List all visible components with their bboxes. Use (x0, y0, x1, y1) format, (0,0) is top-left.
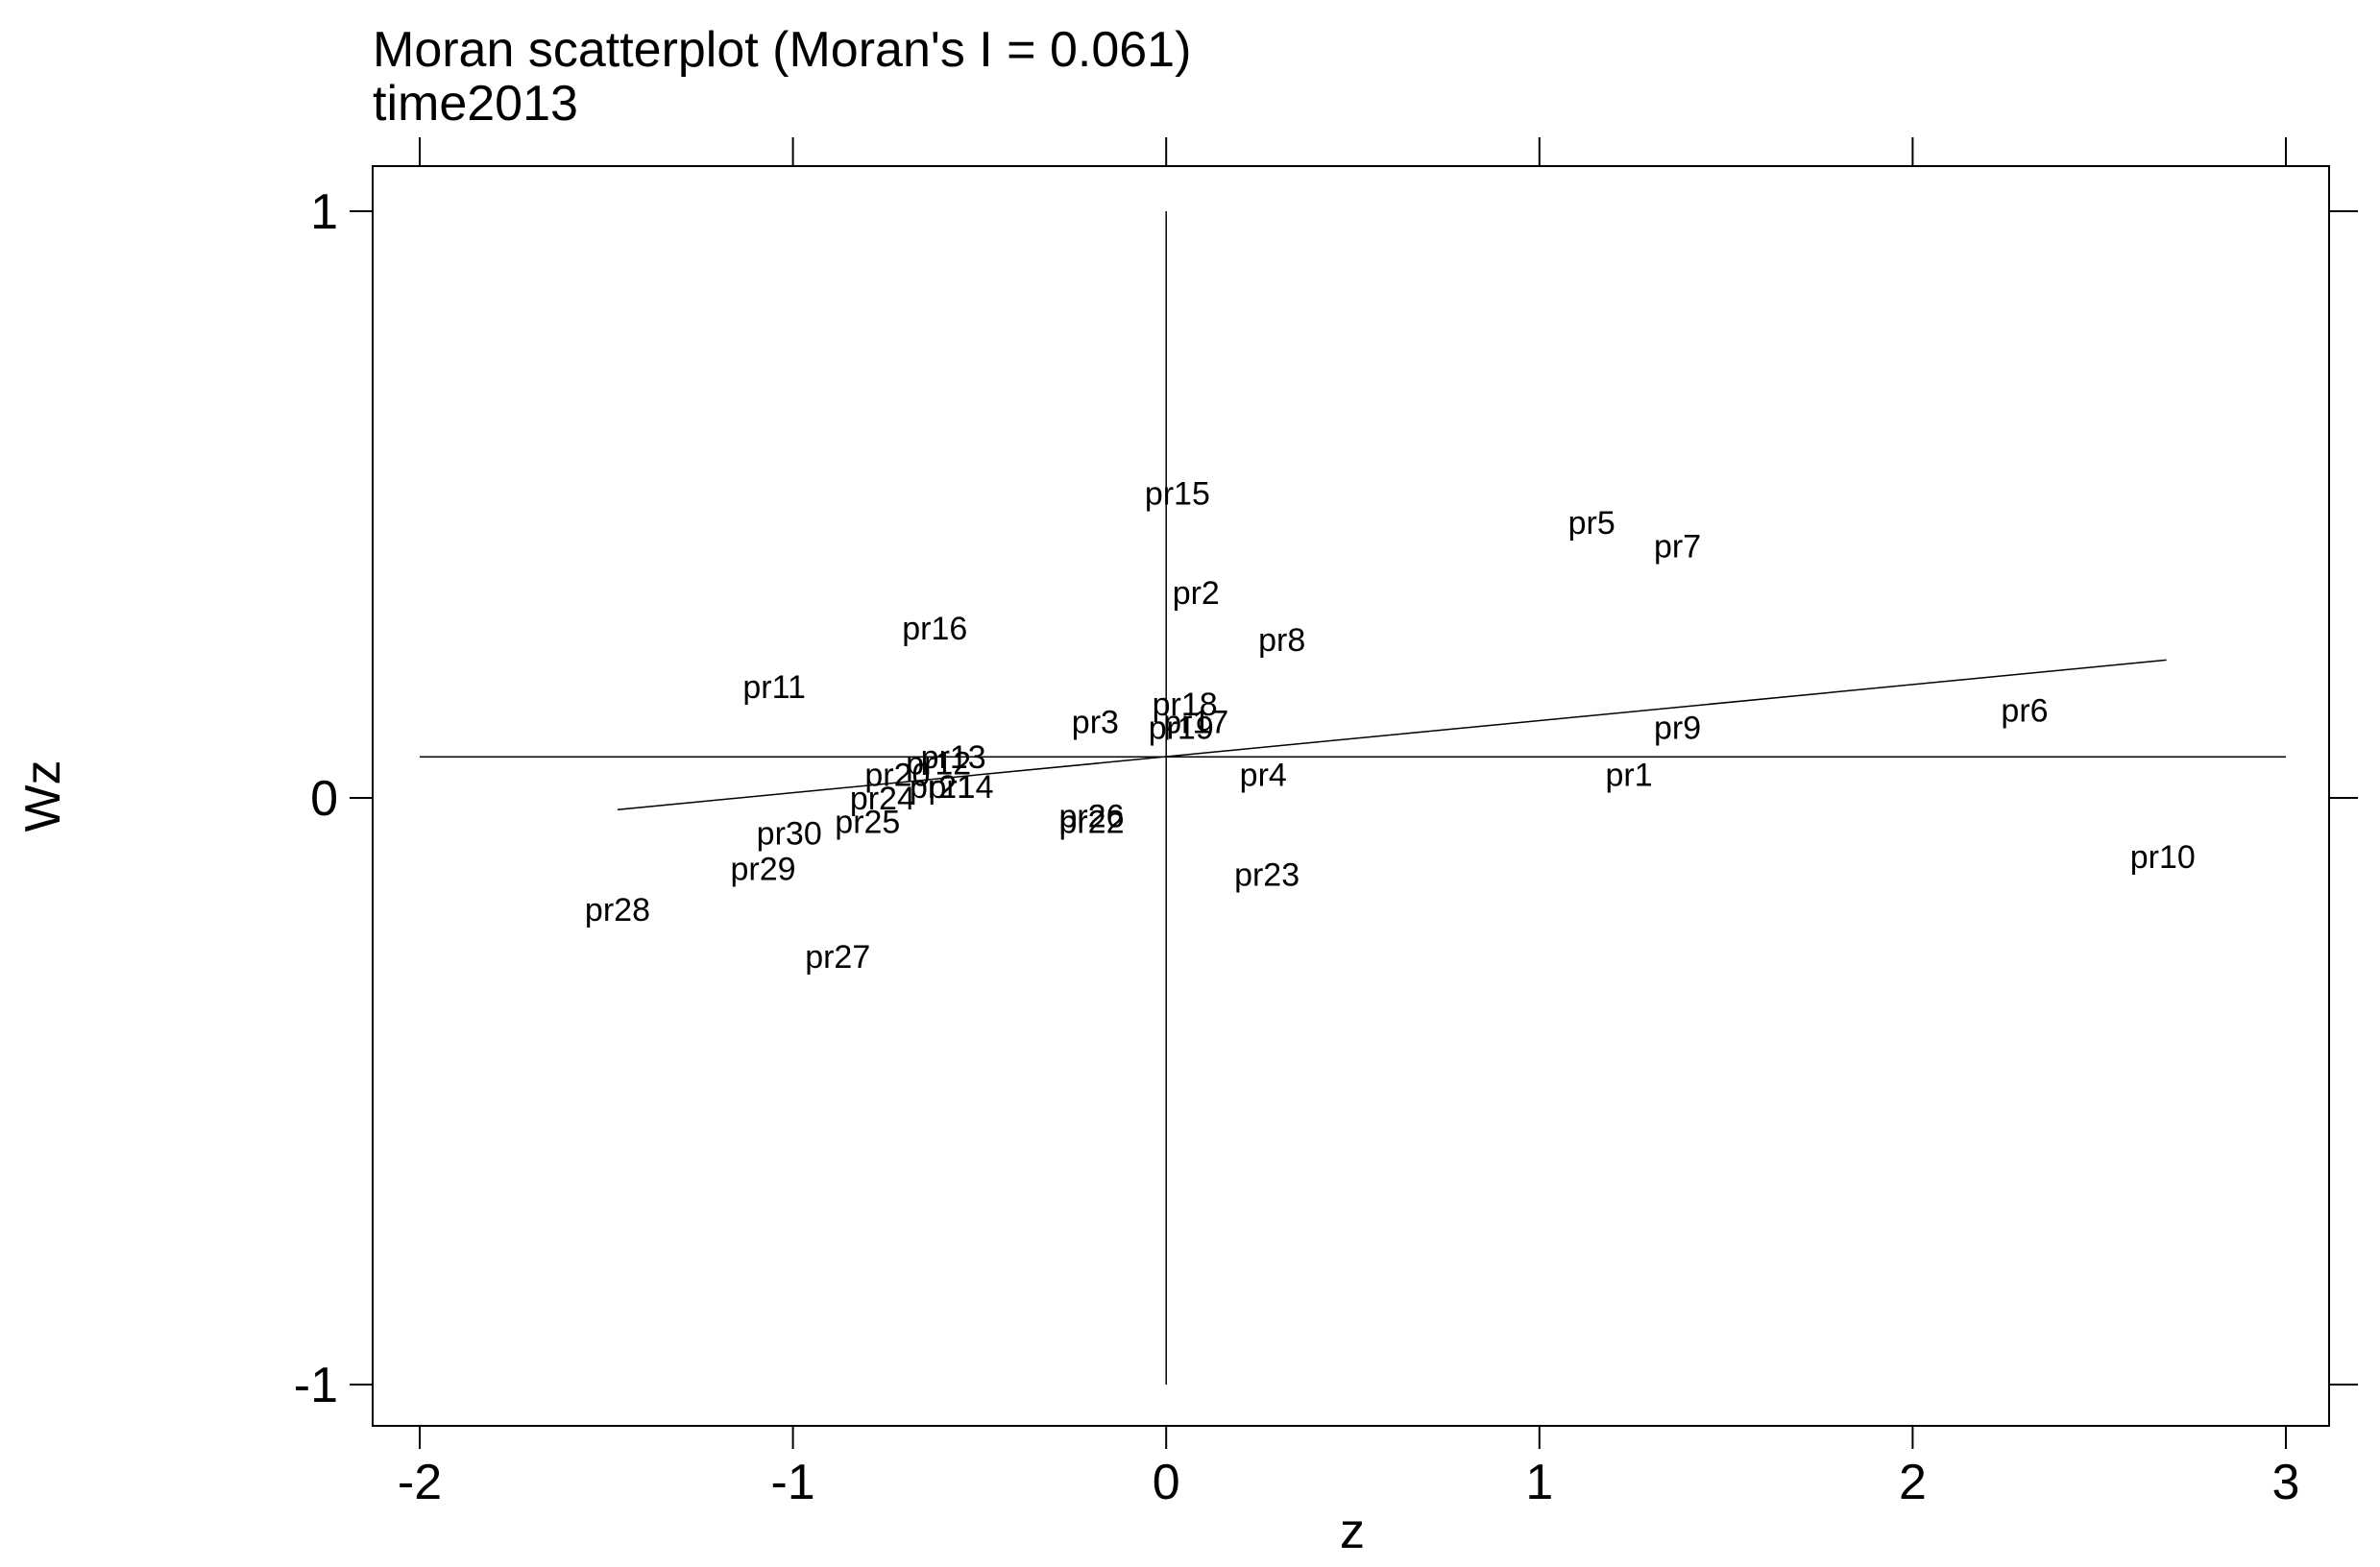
point-label-pr12: pr12 (906, 745, 971, 782)
point-label-pr30: pr30 (757, 816, 822, 853)
point-label-pr28: pr28 (585, 892, 650, 928)
plot-frame (372, 165, 2330, 1427)
point-label-pr11: pr11 (742, 669, 806, 706)
reference-lines (420, 211, 2286, 1385)
axes-layer: -2 -1 0 1 2 3 -1 0 1 (294, 137, 2358, 1510)
point-label-pr29: pr29 (730, 851, 795, 887)
y-tick-label: -1 (294, 1358, 338, 1413)
point-label-pr7: pr7 (1654, 528, 1701, 565)
y-tick-label: 0 (310, 771, 338, 827)
point-label-pr21: pr21 (910, 769, 975, 806)
point-label-pr15: pr15 (1145, 475, 1210, 512)
x-tick-label: -1 (770, 1455, 814, 1510)
point-label-pr2: pr2 (1173, 575, 1220, 612)
y-axis-title: Wz (15, 759, 71, 832)
x-tick-label: -2 (398, 1455, 442, 1510)
point-label-pr20: pr20 (864, 758, 930, 794)
point-label-pr27: pr27 (805, 939, 870, 976)
point-label-pr3: pr3 (1072, 705, 1119, 741)
point-label-pr14: pr14 (928, 769, 993, 806)
x-tick-label: 0 (1153, 1455, 1180, 1510)
point-label-pr26: pr26 (1058, 798, 1124, 834)
point-label-pr22: pr22 (1058, 804, 1124, 840)
point-label-pr23: pr23 (1234, 856, 1299, 893)
point-label-pr19: pr19 (1149, 711, 1214, 747)
points-layer: pr1pr2pr3pr4pr5pr6pr7pr8pr9pr10pr11pr12p… (585, 475, 2196, 976)
point-label-pr5: pr5 (1568, 505, 1615, 542)
point-label-pr8: pr8 (1258, 622, 1305, 659)
x-tick-label: 3 (2272, 1455, 2300, 1510)
point-label-pr16: pr16 (902, 611, 967, 647)
point-label-pr6: pr6 (2001, 692, 2048, 729)
point-label-pr9: pr9 (1654, 711, 1701, 747)
x-tick-label: 2 (1899, 1455, 1927, 1510)
x-axis-title: z (1340, 1504, 1365, 1559)
point-label-pr1: pr1 (1605, 758, 1652, 794)
chart-title: Moran scatterplot (Moran's I = 0.061) (373, 22, 1192, 78)
y-tick-label: 1 (310, 184, 338, 240)
point-label-pr17: pr17 (1163, 705, 1228, 741)
point-label-pr10: pr10 (2130, 839, 2196, 876)
point-label-pr18: pr18 (1153, 687, 1218, 723)
point-label-pr4: pr4 (1240, 758, 1287, 794)
chart-subtitle: time2013 (373, 76, 578, 132)
point-label-pr24: pr24 (850, 781, 915, 817)
point-label-pr13: pr13 (921, 739, 986, 776)
x-tick-label: 1 (1525, 1455, 1553, 1510)
point-label-pr25: pr25 (835, 804, 900, 840)
regression-line (617, 659, 2167, 810)
